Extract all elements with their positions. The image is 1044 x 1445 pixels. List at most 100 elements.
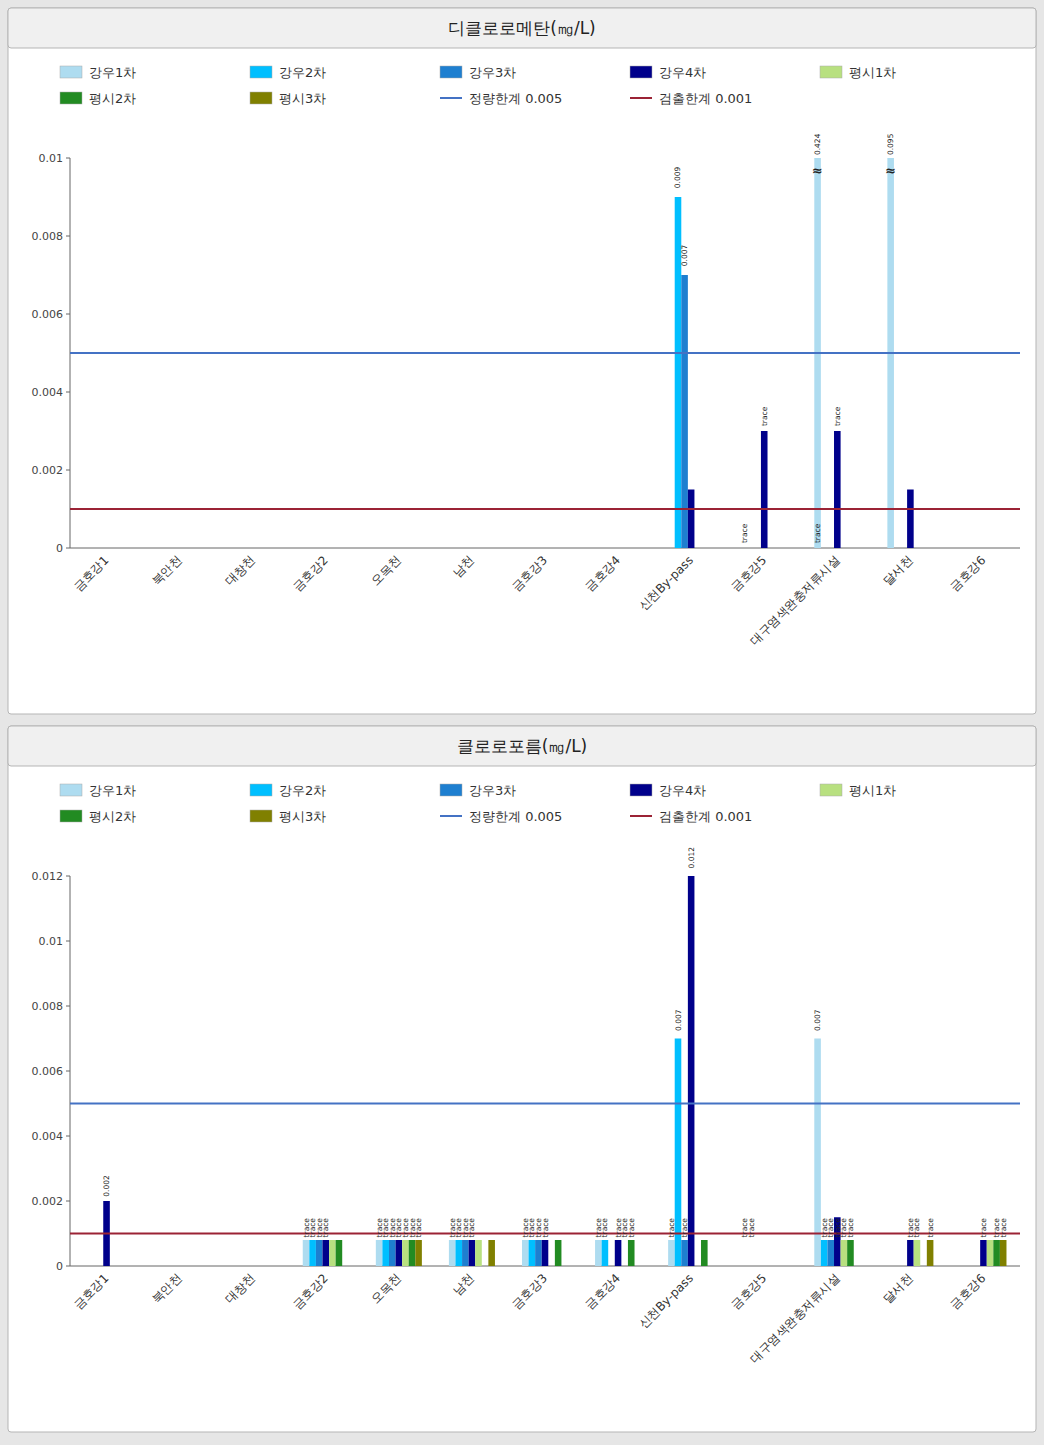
bar [668, 1240, 675, 1266]
bar [708, 1266, 715, 1267]
reference-line [70, 352, 1020, 354]
legend-swatch [60, 810, 82, 822]
bar [97, 548, 104, 549]
x-tick-label: 금호강3 [509, 1271, 550, 1312]
bar [927, 1240, 934, 1266]
bar [84, 1266, 91, 1267]
bar [821, 548, 828, 549]
bar [907, 1240, 914, 1266]
bar [681, 275, 688, 548]
plot-data [70, 158, 1020, 548]
bar [322, 548, 329, 549]
legend-swatch [440, 784, 462, 796]
y-tick [66, 876, 70, 877]
bar [110, 1266, 117, 1267]
bar [249, 548, 256, 549]
y-tick [66, 1201, 70, 1202]
bar [887, 1266, 894, 1267]
chart-title: 디클로로메탄(㎎/L) [448, 18, 595, 38]
bar [462, 1240, 469, 1266]
legend-label: 검출한계 0.001 [659, 91, 752, 106]
bar [781, 1266, 788, 1267]
bar [635, 1266, 642, 1267]
bar [701, 1240, 708, 1266]
bar [396, 548, 403, 549]
annotation: 0.002 [102, 1175, 111, 1197]
y-tick [66, 314, 70, 315]
bar [894, 1266, 901, 1267]
bar [987, 548, 994, 549]
bar-series [415, 1240, 1006, 1266]
bar [176, 1266, 183, 1267]
annotation: trace [979, 1218, 988, 1238]
y-tick [66, 1266, 70, 1267]
bar [455, 1240, 462, 1266]
bar [409, 1240, 416, 1266]
panel-frame [8, 726, 1036, 1432]
x-tick-label: 신천By-pass [636, 553, 696, 613]
bar [595, 548, 602, 549]
bar [847, 548, 854, 549]
x-tick-label: 금호강3 [509, 553, 550, 594]
bar [993, 548, 1000, 549]
annotation: ≈ [812, 163, 823, 178]
annotation: trace [321, 1218, 330, 1238]
bar [768, 548, 775, 549]
annotation: trace [760, 406, 769, 426]
x-tick-label: 대창천 [222, 1271, 257, 1306]
bar [176, 548, 183, 549]
bar [1000, 1240, 1007, 1266]
legend-label: 평시1차 [849, 65, 896, 80]
bar [608, 548, 615, 549]
bar [529, 548, 536, 549]
bar [303, 548, 310, 549]
bar [927, 548, 934, 549]
bar [189, 548, 196, 549]
y-tick-label: 0.002 [32, 1195, 64, 1208]
y-tick-label: 0.002 [32, 464, 64, 477]
bar [230, 1266, 237, 1267]
bar [303, 1240, 310, 1266]
y-tick-label: 0.012 [32, 870, 64, 883]
chart-panel: 클로로포름(㎎/L)강우1차강우2차강우3차강우4차평시1차평시2차평시3차정량… [8, 726, 1036, 1432]
annotation: trace [667, 1218, 676, 1238]
legend-swatch [440, 97, 462, 99]
bar [263, 1266, 270, 1267]
bar [681, 1240, 688, 1266]
chart-panel: 디클로로메탄(㎎/L)강우1차강우2차강우3차강우4차평시1차평시2차평시3차정… [8, 8, 1036, 714]
x-tick-label: 달서천 [880, 553, 915, 588]
bar [841, 1240, 848, 1266]
bar [615, 1240, 622, 1266]
figure: 디클로로메탄(㎎/L)강우1차강우2차강우3차강우4차평시1차평시2차평시3차정… [0, 0, 1044, 1445]
bar [960, 548, 967, 549]
bar-series [681, 275, 688, 548]
bar [183, 1266, 190, 1267]
annotation: trace [926, 1218, 935, 1238]
x-tick-label: 금호강4 [582, 1271, 623, 1312]
bar [920, 1266, 927, 1267]
legend-label: 강우3차 [469, 783, 516, 798]
bar [535, 548, 542, 549]
bar [901, 1266, 908, 1267]
bar [774, 1266, 781, 1267]
bar [449, 548, 456, 549]
bar [236, 1266, 243, 1267]
annotation: trace [833, 406, 842, 426]
bar [488, 1240, 495, 1266]
bar [768, 1266, 775, 1267]
bar [316, 548, 323, 549]
legend-label: 정량한계 0.005 [469, 91, 562, 106]
bar [256, 548, 263, 549]
annotation: trace [999, 1218, 1008, 1238]
bar [189, 1266, 196, 1267]
bar [415, 1240, 422, 1266]
legend-swatch [630, 815, 652, 817]
bar [542, 1240, 549, 1266]
bar [741, 548, 748, 549]
bar [116, 1266, 123, 1267]
bar [402, 1240, 409, 1266]
legend-label: 검출한계 0.001 [659, 809, 752, 824]
bar [1000, 548, 1007, 549]
bar [90, 1266, 97, 1267]
legend-label: 강우1차 [89, 65, 136, 80]
